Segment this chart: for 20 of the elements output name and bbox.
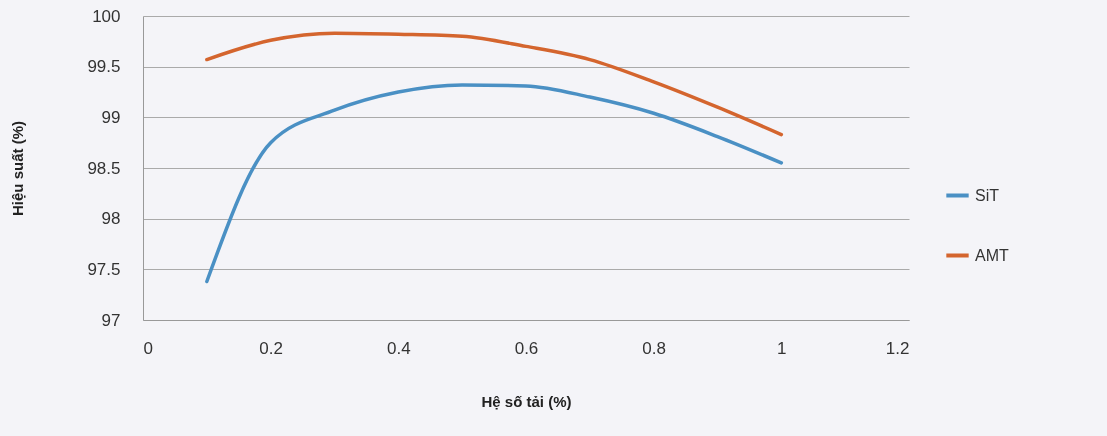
y-axis-title: Hiệu suất (%) <box>9 120 27 217</box>
y-tick-label: 99.5 <box>87 57 121 77</box>
y-tick-label: 98 <box>101 209 121 229</box>
x-tick-label: 1 <box>777 338 787 358</box>
x-tick-label: 0.6 <box>514 338 539 358</box>
y-tick-label: 97 <box>101 310 121 330</box>
y-tick-label: 100 <box>92 6 121 26</box>
x-tick-label: 0 <box>143 338 153 358</box>
legend-label: AMT <box>975 246 1009 264</box>
x-tick-label: 0.8 <box>642 338 666 358</box>
line-series <box>205 31 784 137</box>
x-tick-label: 0.2 <box>259 338 283 358</box>
y-tick-label: 99 <box>101 107 121 127</box>
x-axis-title: Hệ số tải (%) <box>481 392 572 410</box>
x-tick-label: 0.4 <box>387 338 411 358</box>
line-series <box>205 83 784 284</box>
y-tick-label: 97.5 <box>87 259 121 279</box>
x-tick-label: 1.2 <box>885 338 910 358</box>
legend-label: SiT <box>975 186 1000 204</box>
y-tick-label: 98.5 <box>87 158 121 178</box>
